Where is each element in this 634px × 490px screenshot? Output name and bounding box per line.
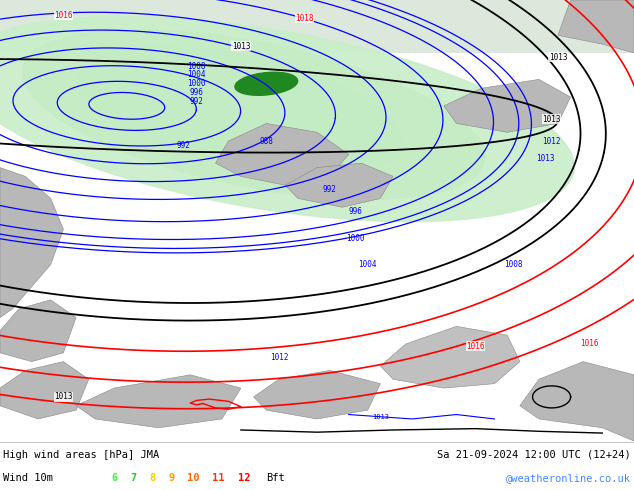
Text: 1000: 1000 (187, 79, 206, 88)
Text: 1013: 1013 (536, 154, 555, 163)
Text: 1016: 1016 (54, 11, 73, 20)
Text: 1008: 1008 (504, 260, 523, 269)
Text: Sa 21-09-2024 12:00 UTC (12+24): Sa 21-09-2024 12:00 UTC (12+24) (437, 450, 631, 460)
Bar (0, 0, 634, 53)
Polygon shape (254, 370, 380, 419)
Polygon shape (558, 0, 634, 53)
Polygon shape (216, 123, 349, 185)
Polygon shape (78, 46, 404, 174)
Text: 1008: 1008 (187, 62, 206, 71)
Polygon shape (0, 168, 63, 318)
Polygon shape (163, 78, 268, 124)
Polygon shape (76, 375, 241, 428)
Polygon shape (0, 300, 76, 362)
Text: 7: 7 (130, 473, 136, 483)
Polygon shape (22, 30, 485, 199)
Text: 996: 996 (348, 207, 362, 216)
Text: 1013: 1013 (372, 414, 389, 420)
Text: 1013: 1013 (54, 392, 73, 401)
Text: 8: 8 (149, 473, 155, 483)
Text: 1018: 1018 (295, 14, 314, 23)
Polygon shape (0, 362, 89, 419)
Text: 1004: 1004 (187, 71, 206, 79)
Text: 1012: 1012 (269, 353, 288, 362)
Text: 1013: 1013 (542, 115, 561, 123)
Text: 1016: 1016 (466, 342, 485, 351)
Text: High wind areas [hPa] JMA: High wind areas [hPa] JMA (3, 450, 159, 460)
Text: 992: 992 (323, 185, 337, 194)
Text: 992: 992 (190, 97, 204, 106)
Text: 6: 6 (111, 473, 117, 483)
Text: 996: 996 (190, 88, 204, 97)
Text: 1013: 1013 (548, 53, 567, 62)
Polygon shape (444, 79, 571, 132)
Text: Wind 10m: Wind 10m (3, 473, 53, 483)
Text: 12: 12 (238, 473, 250, 483)
Polygon shape (235, 73, 297, 95)
Text: 988: 988 (259, 137, 273, 146)
Polygon shape (285, 163, 393, 207)
Text: 1013: 1013 (231, 42, 250, 51)
Text: 1000: 1000 (346, 234, 365, 243)
Polygon shape (127, 63, 330, 149)
Text: 992: 992 (177, 141, 191, 150)
Text: Bft: Bft (266, 473, 285, 483)
Polygon shape (0, 17, 574, 221)
Text: 1012: 1012 (542, 137, 561, 146)
Polygon shape (380, 326, 520, 388)
Text: @weatheronline.co.uk: @weatheronline.co.uk (506, 473, 631, 483)
Text: 9: 9 (168, 473, 174, 483)
Text: 1016: 1016 (580, 340, 599, 348)
Text: 1004: 1004 (358, 260, 377, 269)
Polygon shape (520, 362, 634, 441)
Text: 10: 10 (187, 473, 200, 483)
Text: 11: 11 (212, 473, 225, 483)
